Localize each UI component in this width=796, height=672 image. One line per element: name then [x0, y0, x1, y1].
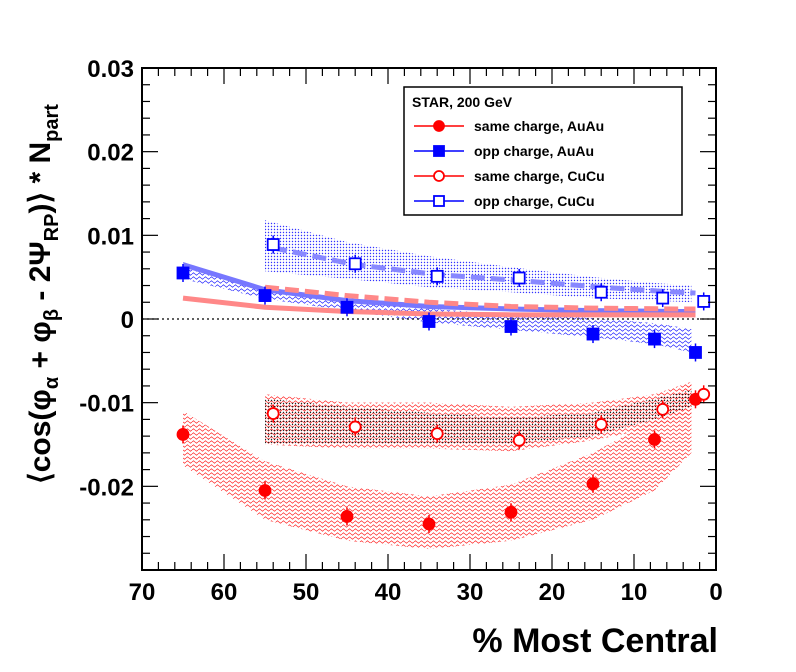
- data-point: [176, 428, 190, 441]
- data-point: [697, 387, 711, 401]
- data-point: [422, 315, 436, 328]
- data-point: [512, 271, 526, 285]
- legend-entry-3: same charge, CuCu: [414, 168, 605, 184]
- uncertainty-band-4: [265, 220, 692, 303]
- y-tick-label: 0.03: [87, 56, 134, 83]
- legend-label: opp charge, AuAu: [474, 143, 594, 159]
- legend-label: same charge, AuAu: [474, 118, 604, 134]
- legend-marker: [433, 170, 445, 182]
- data-point: [258, 484, 272, 497]
- x-tick-label: 10: [621, 579, 648, 606]
- data-point: [656, 402, 670, 416]
- data-point: [422, 517, 436, 531]
- data-point: [348, 257, 362, 271]
- data-point: [586, 327, 600, 341]
- legend-entry-2: opp charge, AuAu: [414, 143, 594, 159]
- data-point: [504, 505, 518, 519]
- legend-marker: [433, 195, 445, 207]
- data-point: [258, 289, 272, 302]
- data-point: [594, 285, 608, 299]
- legend-marker: [433, 145, 445, 157]
- data-point: [348, 420, 362, 434]
- data-point: [430, 269, 444, 283]
- series-3: [266, 385, 711, 450]
- x-axis-title: % Most Central: [472, 622, 718, 660]
- data-point: [594, 418, 608, 431]
- series-2: [176, 263, 702, 362]
- x-tick-label: 20: [539, 579, 566, 606]
- y-tick-label: -0.01: [79, 391, 134, 418]
- legend-label: opp charge, CuCu: [474, 193, 595, 209]
- legend-title: STAR, 200 GeV: [412, 94, 513, 110]
- x-tick-label: 0: [709, 579, 722, 606]
- data-point: [340, 510, 354, 523]
- y-tick-label: 0: [121, 307, 134, 334]
- series-4: [266, 235, 711, 311]
- data-point: [176, 266, 190, 280]
- uncertainty-band-3: [265, 390, 692, 445]
- legend-marker: [433, 120, 445, 132]
- uncertainty-band-1: [183, 381, 692, 550]
- y-tick-label: -0.02: [79, 474, 134, 501]
- model-curve-1: [182, 262, 696, 314]
- data-point: [504, 320, 518, 333]
- data-point: [648, 433, 661, 446]
- y-axis-title: ⟨cos(φα + φβ - 2ΨRP)⟩ * Npart: [24, 104, 63, 484]
- tick-labels: 70 60 50 40 30 20 10 0 0.03 0.02 0.01 0 -0.01 -0.02: [79, 56, 722, 606]
- uncertainty-bands: [183, 220, 692, 550]
- data-point: [648, 332, 661, 346]
- x-tick-label: 30: [457, 579, 484, 606]
- data-point: [430, 427, 444, 441]
- uncertainty-band-5: [183, 262, 692, 353]
- legend-entry-1: same charge, AuAu: [414, 118, 604, 134]
- legend-entry-4: opp charge, CuCu: [414, 193, 595, 209]
- legend-label: same charge, CuCu: [474, 168, 605, 184]
- data-point: [512, 433, 526, 447]
- data-points: [176, 235, 711, 533]
- y-tick-label: 0.01: [87, 223, 134, 250]
- x-tick-label: 50: [293, 579, 320, 606]
- data-point: [656, 291, 670, 305]
- data-point: [340, 300, 354, 314]
- data-point: [586, 477, 600, 491]
- data-point: [266, 407, 280, 420]
- model-curve-3: [264, 284, 696, 312]
- model-curve-2: [182, 295, 696, 318]
- x-tick-label: 60: [211, 579, 238, 606]
- x-tick-label: 70: [129, 579, 156, 606]
- legend: STAR, 200 GeV same charge, AuAu opp charg…: [403, 86, 683, 216]
- y-tick-label: 0.02: [87, 140, 134, 167]
- data-point: [689, 346, 702, 359]
- data-point: [697, 295, 711, 308]
- data-point: [266, 238, 280, 251]
- axis-ticks: [141, 67, 717, 571]
- x-tick-label: 40: [375, 579, 402, 606]
